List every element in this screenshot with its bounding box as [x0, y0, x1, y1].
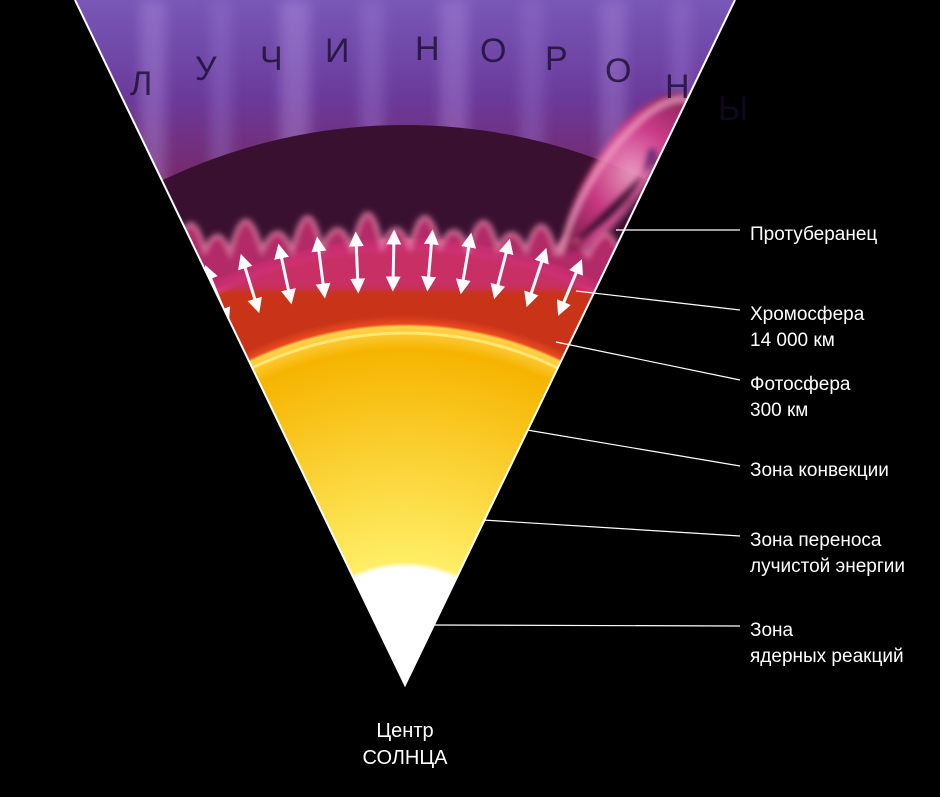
- label-convection: Зона конвекции: [750, 458, 889, 484]
- label-center-line2: СОЛНЦА: [305, 745, 505, 772]
- corona-letter: О: [480, 32, 508, 71]
- label-chromosphere: Хромосфера 14 000 км: [750, 302, 864, 353]
- label-radiative: Зона переноса лучистой энергии: [750, 528, 905, 579]
- corona-letter: И: [325, 32, 351, 71]
- corona-letter: Н: [415, 30, 442, 69]
- corona-letter: Ы: [718, 90, 750, 129]
- corona-letter: Н: [665, 68, 692, 107]
- label-center: Центр СОЛНЦА: [305, 718, 505, 772]
- label-core: Зона ядерных реакций: [750, 618, 904, 669]
- corona-letter: Л: [130, 65, 154, 104]
- sun-structure-diagram: { "diagram": { "type": "infographic", "b…: [0, 0, 940, 797]
- corona-letter: У: [195, 50, 219, 89]
- label-prominence: Протуберанец: [750, 222, 877, 248]
- label-center-line1: Центр: [305, 718, 505, 745]
- corona-letter: Ч: [260, 40, 285, 79]
- label-photosphere: Фотосфера 300 км: [750, 372, 850, 423]
- corona-letter: О: [605, 52, 633, 91]
- corona-letter: Р: [545, 40, 570, 79]
